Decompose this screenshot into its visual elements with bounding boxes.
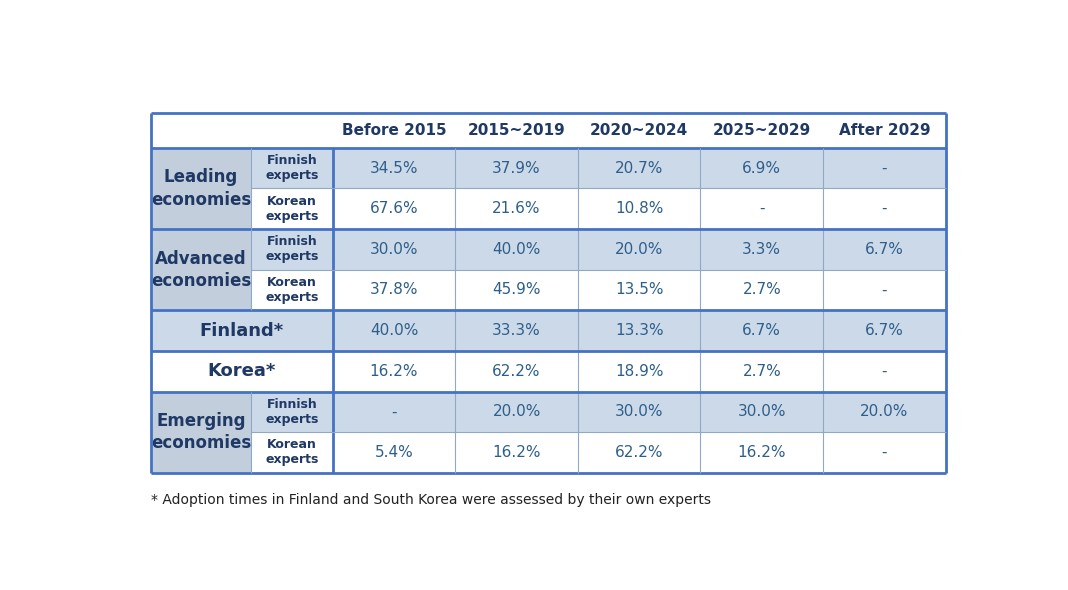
Text: 3.3%: 3.3% [742, 242, 782, 257]
Text: -: - [882, 160, 888, 176]
Text: * Adoption times in Finland and South Korea were assessed by their own experts: * Adoption times in Finland and South Ko… [151, 493, 710, 507]
Text: 20.0%: 20.0% [860, 404, 909, 419]
Text: Advanced
economies: Advanced economies [151, 250, 251, 290]
Text: Korea*: Korea* [207, 362, 276, 380]
Text: -: - [882, 201, 888, 216]
Bar [151, 229, 251, 270]
Text: 20.7%: 20.7% [615, 160, 663, 176]
Text: 62.2%: 62.2% [615, 445, 663, 460]
Text: 30.0%: 30.0% [615, 404, 663, 419]
Text: 6.9%: 6.9% [742, 160, 782, 176]
Text: Finnish
experts: Finnish experts [265, 235, 318, 263]
Text: 5.4%: 5.4% [375, 445, 413, 460]
Text: 30.0%: 30.0% [738, 404, 786, 419]
Text: 2.7%: 2.7% [742, 363, 781, 379]
Text: -: - [759, 201, 765, 216]
Bar [251, 229, 332, 270]
Text: Korean
experts: Korean experts [265, 276, 318, 304]
Text: 16.2%: 16.2% [492, 445, 540, 460]
Bar [251, 188, 332, 229]
Bar [251, 432, 332, 473]
Text: 40.0%: 40.0% [370, 323, 419, 338]
Text: Finnish
experts: Finnish experts [265, 154, 318, 182]
Text: Korean
experts: Korean experts [265, 438, 318, 467]
Text: 16.2%: 16.2% [738, 445, 786, 460]
Text: 2015~2019: 2015~2019 [468, 123, 565, 138]
Text: 45.9%: 45.9% [492, 283, 540, 297]
Text: 34.5%: 34.5% [370, 160, 419, 176]
Text: 21.6%: 21.6% [492, 201, 540, 216]
Text: Korean
experts: Korean experts [265, 195, 318, 223]
Text: 37.9%: 37.9% [492, 160, 540, 176]
Bar [332, 392, 945, 432]
Text: 6.7%: 6.7% [742, 323, 781, 338]
Text: 2020~2024: 2020~2024 [590, 123, 688, 138]
Text: Finnish
experts: Finnish experts [265, 398, 318, 426]
Bar [332, 432, 945, 473]
Text: 33.3%: 33.3% [492, 323, 541, 338]
Text: 2.7%: 2.7% [742, 283, 781, 297]
Bar [251, 270, 332, 310]
Bar [151, 113, 945, 148]
Text: 13.5%: 13.5% [615, 283, 663, 297]
Text: 16.2%: 16.2% [370, 363, 419, 379]
Text: 2025~2029: 2025~2029 [712, 123, 811, 138]
Bar [151, 310, 945, 351]
Text: 10.8%: 10.8% [615, 201, 663, 216]
Text: Leading
economies: Leading economies [151, 168, 251, 208]
Text: 30.0%: 30.0% [370, 242, 419, 257]
Text: 20.0%: 20.0% [492, 404, 540, 419]
Text: 67.6%: 67.6% [370, 201, 419, 216]
Text: -: - [882, 283, 888, 297]
Bar [151, 148, 251, 188]
Text: Before 2015: Before 2015 [342, 123, 446, 138]
Text: 6.7%: 6.7% [865, 323, 904, 338]
Bar [332, 188, 945, 229]
Text: Finland*: Finland* [200, 322, 284, 340]
Bar [151, 432, 251, 473]
Text: 20.0%: 20.0% [615, 242, 663, 257]
Text: -: - [882, 445, 888, 460]
Text: Emerging
economies: Emerging economies [151, 412, 251, 452]
Bar [332, 270, 945, 310]
Bar [251, 392, 332, 432]
Bar [151, 351, 945, 392]
Text: After 2029: After 2029 [838, 123, 930, 138]
Text: 18.9%: 18.9% [615, 363, 663, 379]
Bar [332, 229, 945, 270]
Text: 37.8%: 37.8% [370, 283, 419, 297]
Bar [151, 270, 251, 310]
Text: 13.3%: 13.3% [615, 323, 663, 338]
Bar [151, 188, 251, 229]
Bar [151, 392, 251, 432]
Text: 62.2%: 62.2% [492, 363, 540, 379]
Text: -: - [882, 363, 888, 379]
Text: 6.7%: 6.7% [865, 242, 904, 257]
Bar [251, 148, 332, 188]
Text: 40.0%: 40.0% [492, 242, 540, 257]
Bar [332, 148, 945, 188]
Text: -: - [391, 404, 396, 419]
